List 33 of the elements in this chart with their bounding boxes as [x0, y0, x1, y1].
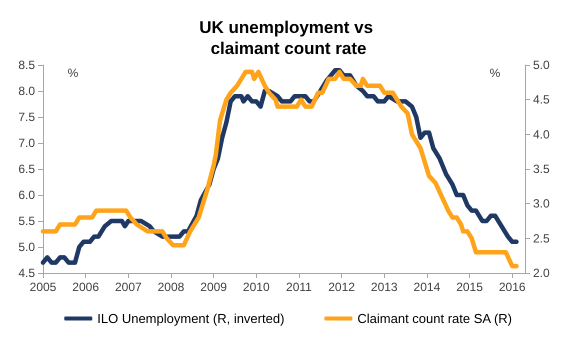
y-tick-label: 5.5 [18, 214, 36, 228]
x-tick-label: 2014 [414, 280, 441, 294]
x-tick-label: 2011 [286, 280, 312, 294]
y2-tick-label: 3.0 [533, 196, 550, 211]
y2-tick-label: 2.0 [533, 266, 550, 280]
y2-tick-label: 4.5 [533, 92, 550, 107]
y-tick-label: 5.0 [18, 240, 36, 254]
x-tick-label: 2016 [498, 280, 526, 294]
x-tick-label: 2007 [114, 280, 142, 294]
y2-tick-label: 5.0 [533, 58, 550, 72]
y-tick-label: 7.0 [18, 136, 36, 150]
x-tick-label: 2013 [370, 280, 398, 294]
y-tick-label: 4.5 [18, 266, 36, 280]
y-tick-label: 8.0 [18, 84, 36, 98]
y-tick-label: 6.0 [18, 188, 36, 202]
chart-title: UK unemployment vs claimant count rate [199, 18, 378, 58]
x-tick-label: 2012 [328, 280, 356, 294]
x-tick-label: 2005 [30, 280, 57, 294]
x-tick-label: 2015 [456, 280, 484, 294]
x-tick-label: 2009 [200, 280, 228, 294]
y2-tick-label: 4.0 [533, 127, 550, 142]
x-tick-label: 2006 [72, 280, 100, 294]
legend-label: ILO Unemployment (R, inverted) [97, 311, 284, 326]
x-tick-label: 2010 [242, 280, 270, 294]
legend-label: Claimant count rate SA (R) [357, 311, 512, 326]
y-axis-title: % [68, 66, 79, 80]
y2-tick-label: 3.5 [533, 162, 550, 176]
y-tick-label: 6.5 [18, 162, 36, 176]
y-tick-label: 7.5 [18, 110, 36, 124]
y-tick-label: 8.5 [18, 58, 36, 72]
y2-tick-label: 2.5 [533, 231, 550, 246]
x-tick-label: 2008 [158, 280, 185, 294]
y2-axis-title: % [490, 66, 501, 80]
